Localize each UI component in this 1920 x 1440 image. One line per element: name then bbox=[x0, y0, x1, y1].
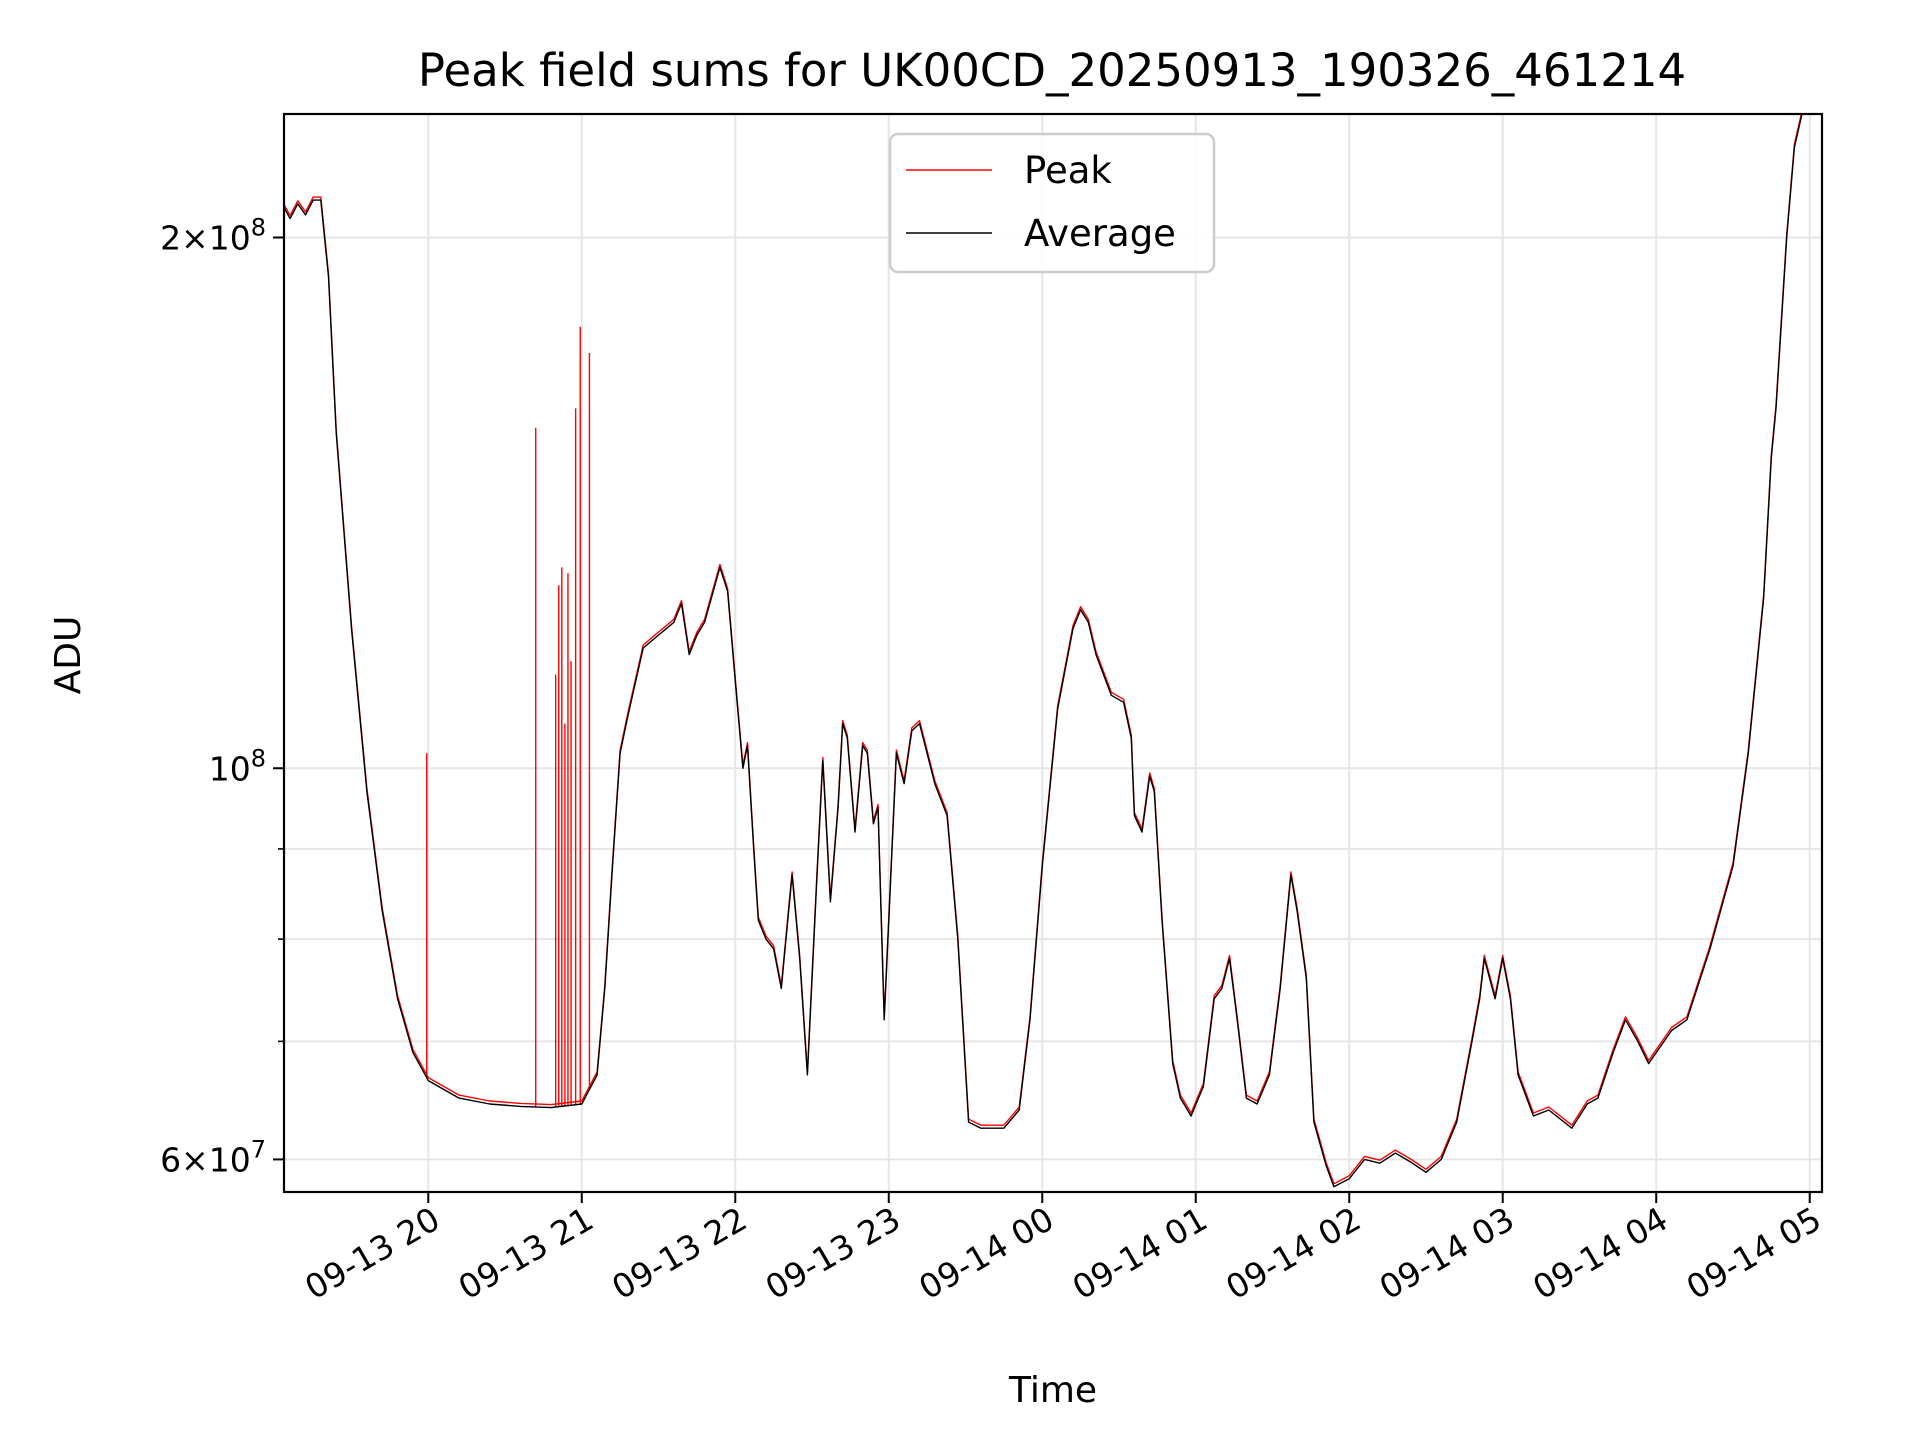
legend: Peak Average bbox=[888, 132, 1216, 274]
y-tick-label: 6×107 bbox=[160, 1135, 266, 1179]
legend-box bbox=[888, 132, 1216, 274]
legend-peak-label: Peak bbox=[1024, 149, 1112, 192]
y-tick-label: 2×108 bbox=[160, 213, 266, 257]
plot-frame bbox=[282, 112, 1824, 1194]
x-axis-label: Time bbox=[1008, 1370, 1097, 1411]
grid-layer bbox=[284, 114, 1822, 1192]
average-series-line bbox=[284, 114, 1803, 1188]
y-tick-label: 108 bbox=[209, 744, 266, 788]
legend-average-label: Average bbox=[1024, 212, 1176, 255]
y-axis-label: ADU bbox=[48, 616, 89, 695]
chart-title: Peak field sums for UK00CD_20250913_1903… bbox=[418, 44, 1686, 97]
data-layer bbox=[284, 114, 1803, 1188]
